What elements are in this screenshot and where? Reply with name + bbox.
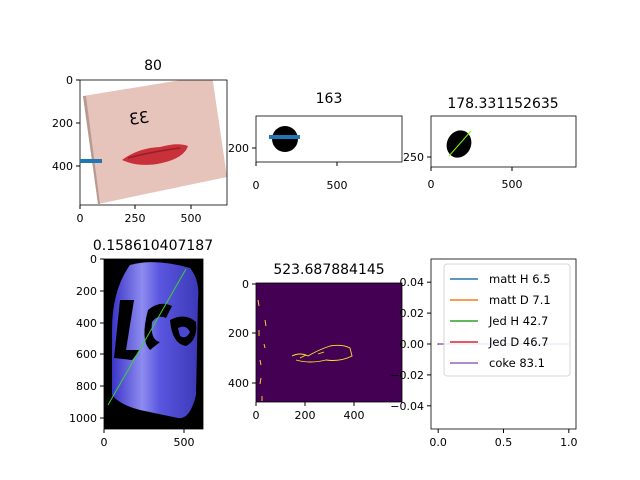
- legend-label-3: Jed D 46.7: [488, 335, 549, 349]
- subplot-3-ticks: 250 0 500: [403, 151, 523, 191]
- subplot-1: 80 ƐƐ 0 200 400 0 250 500: [52, 58, 228, 225]
- subplot-4-ticks: 0 200 400 600 800 1000 0 500: [69, 253, 195, 449]
- legend-label-1: matt D 7.1: [489, 293, 551, 307]
- subplot-2-title: 163: [316, 91, 343, 107]
- subplot-5-xtick-1: 200: [295, 409, 316, 422]
- subplot-4-ytick-0: 0: [90, 253, 97, 266]
- subplot-5-ticks: 0 200 400 0 200 400: [228, 278, 365, 422]
- subplot-1-ytick-1: 200: [52, 117, 73, 130]
- subplot-5-image: [256, 283, 402, 402]
- subplot-2-xtick-1: 500: [327, 179, 348, 192]
- subplot-6: 0.0 0.5 1.0 0.04 0.02 0.00 −0.02 −0.04 matt H 6…: [390, 258, 578, 449]
- subplot-2-xtick-0: 0: [253, 179, 260, 192]
- subplot-6-ticks: 0.0 0.5 1.0 0.04 0.02 0.00 −0.02 −0.04: [390, 276, 577, 449]
- subplot-6-ytick-3: −0.02: [390, 369, 424, 382]
- subplot-6-xtick-1: 0.5: [495, 436, 513, 449]
- subplot-4-ytick-3: 600: [76, 348, 97, 361]
- svg-text:ƐƐ: ƐƐ: [128, 107, 150, 129]
- subplot-5-ytick-0: 0: [242, 278, 249, 291]
- subplot-5-ytick-1: 200: [228, 327, 249, 340]
- subplot-5-ytick-2: 400: [228, 377, 249, 390]
- subplot-3-ytick-0: 250: [403, 151, 424, 164]
- subplot-3: 178.331152635 250 0 500: [403, 96, 577, 191]
- subplot-3-xtick-0: 0: [428, 178, 435, 191]
- subplot-1-ytick-2: 400: [52, 160, 73, 173]
- subplot-4-ytick-4: 800: [76, 380, 97, 393]
- legend-label-2: Jed H 42.7: [488, 314, 548, 328]
- legend-frame: [443, 263, 571, 377]
- subplot-4-ytick-1: 200: [76, 285, 97, 298]
- subplot-4-image: [104, 259, 203, 429]
- subplot-6-xtick-0: 0.0: [429, 436, 447, 449]
- subplot-4-title: 0.158610407187: [93, 238, 213, 254]
- subplot-4-xtick-1: 500: [174, 436, 195, 449]
- subplot-3-xtick-1: 500: [502, 178, 523, 191]
- subplot-4-ytick-5: 1000: [69, 412, 97, 425]
- subplot-6-ytick-1: 0.02: [400, 307, 425, 320]
- subplot-4: 0.158610407187 0 200 400 600 800 1000 0 …: [69, 238, 213, 449]
- subplot-6-ytick-2: 0.00: [400, 338, 425, 351]
- subplot-3-title: 178.331152635: [447, 96, 558, 112]
- subplot-1-title: 80: [144, 58, 162, 74]
- subplot-6-xtick-2: 1.0: [560, 436, 578, 449]
- subplot-1-ytick-0: 0: [66, 74, 73, 87]
- subplot-1-image: ƐƐ: [80, 80, 227, 205]
- subplot-5-xtick-2: 400: [344, 409, 365, 422]
- subplot-5-xtick-0: 0: [253, 409, 260, 422]
- legend: matt H 6.5 matt D 7.1 Jed H 42.7 Jed D 46.7…: [443, 263, 571, 377]
- subplot-6-ytick-4: −0.04: [390, 400, 424, 413]
- legend-label-4: coke 83.1: [489, 356, 545, 370]
- subplot-6-ytick-0: 0.04: [400, 276, 425, 289]
- subplot-5: 523.687884145 0 200 400 0 200 400: [228, 262, 403, 422]
- legend-label-0: matt H 6.5: [489, 272, 551, 286]
- subplot-2-ytick-0: 200: [228, 142, 249, 155]
- subplot-1-xtick-0: 0: [77, 212, 84, 225]
- subplot-4-xtick-0: 0: [101, 436, 108, 449]
- subplot-2: 163 200 0 500: [228, 91, 403, 192]
- subplot-1-ticks: 0 200 400 0 250 500: [52, 74, 202, 225]
- subplot-3-image: [431, 116, 576, 167]
- subplot-4-ytick-2: 400: [76, 317, 97, 330]
- subplot-2-ticks: 200 0 500: [228, 142, 348, 192]
- subplot-1-xtick-1: 250: [125, 212, 146, 225]
- subplot-1-xtick-2: 500: [181, 212, 202, 225]
- subplot-5-title: 523.687884145: [273, 262, 384, 278]
